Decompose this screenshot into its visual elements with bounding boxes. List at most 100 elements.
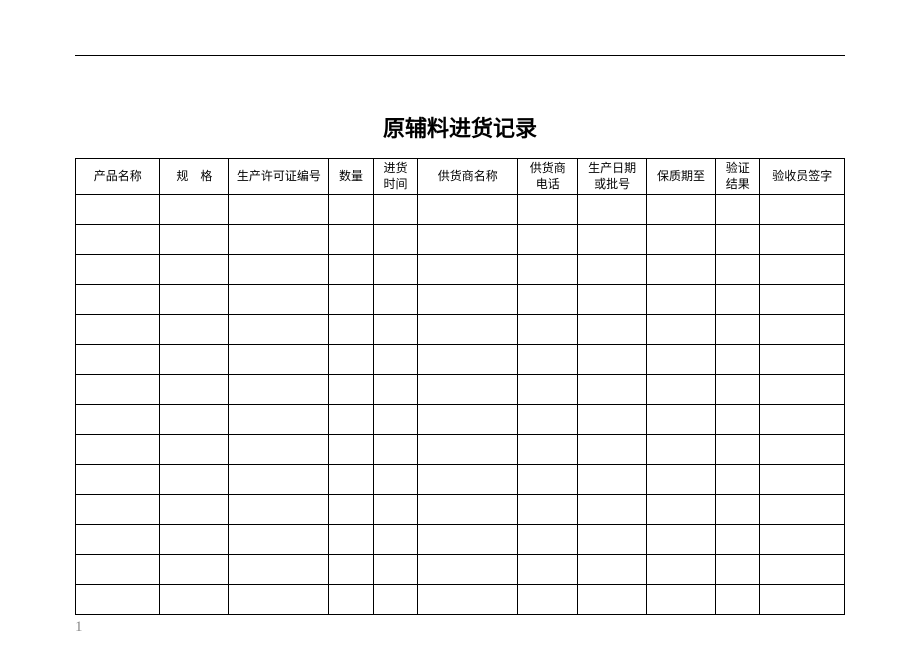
table-cell bbox=[716, 585, 760, 615]
table-cell bbox=[373, 555, 417, 585]
table-cell bbox=[716, 375, 760, 405]
column-header: 产品名称 bbox=[76, 159, 160, 195]
table-row bbox=[76, 285, 845, 315]
table-cell bbox=[160, 465, 229, 495]
table-cell bbox=[418, 345, 518, 375]
table-cell bbox=[229, 285, 329, 315]
table-cell bbox=[229, 525, 329, 555]
table-cell bbox=[518, 225, 578, 255]
table-row bbox=[76, 405, 845, 435]
table-cell bbox=[760, 375, 845, 405]
table-row bbox=[76, 225, 845, 255]
table-cell bbox=[518, 585, 578, 615]
table-cell bbox=[716, 225, 760, 255]
table-cell bbox=[229, 195, 329, 225]
table-cell bbox=[578, 495, 647, 525]
table-cell bbox=[518, 315, 578, 345]
table-cell bbox=[160, 255, 229, 285]
table-row bbox=[76, 345, 845, 375]
table-cell bbox=[578, 375, 647, 405]
table-cell bbox=[76, 585, 160, 615]
table-row bbox=[76, 525, 845, 555]
table-cell bbox=[716, 465, 760, 495]
table-cell bbox=[76, 195, 160, 225]
table-cell bbox=[716, 285, 760, 315]
table-cell bbox=[229, 255, 329, 285]
table-cell bbox=[373, 405, 417, 435]
table-row bbox=[76, 465, 845, 495]
table-cell bbox=[160, 225, 229, 255]
table-cell bbox=[578, 345, 647, 375]
table-cell bbox=[760, 315, 845, 345]
table-cell bbox=[373, 315, 417, 345]
table-cell bbox=[229, 435, 329, 465]
table-cell bbox=[716, 525, 760, 555]
table-cell bbox=[329, 435, 373, 465]
table-cell bbox=[229, 495, 329, 525]
table-cell bbox=[418, 585, 518, 615]
table-cell bbox=[329, 255, 373, 285]
table-cell bbox=[373, 375, 417, 405]
table-row bbox=[76, 255, 845, 285]
table-cell bbox=[418, 525, 518, 555]
table-cell bbox=[76, 495, 160, 525]
table-cell bbox=[578, 525, 647, 555]
table-header-row: 产品名称规 格生产许可证编号数量进货时间供货商名称供货商电话生产日期或批号保质期… bbox=[76, 159, 845, 195]
table-cell bbox=[329, 495, 373, 525]
table-cell bbox=[647, 465, 716, 495]
table-cell bbox=[518, 405, 578, 435]
column-header: 供货商电话 bbox=[518, 159, 578, 195]
table-cell bbox=[229, 315, 329, 345]
table-cell bbox=[418, 555, 518, 585]
table-cell bbox=[518, 195, 578, 225]
table-cell bbox=[373, 345, 417, 375]
table-cell bbox=[329, 315, 373, 345]
table-row bbox=[76, 435, 845, 465]
column-header: 进货时间 bbox=[373, 159, 417, 195]
table-row bbox=[76, 315, 845, 345]
table-cell bbox=[418, 255, 518, 285]
table-cell bbox=[418, 495, 518, 525]
table-cell bbox=[647, 255, 716, 285]
table-cell bbox=[76, 525, 160, 555]
column-header: 生产日期或批号 bbox=[578, 159, 647, 195]
table-cell bbox=[160, 315, 229, 345]
table-cell bbox=[760, 225, 845, 255]
table-cell bbox=[578, 585, 647, 615]
table-cell bbox=[716, 345, 760, 375]
table-cell bbox=[760, 345, 845, 375]
table-cell bbox=[418, 405, 518, 435]
table-cell bbox=[373, 195, 417, 225]
table-cell bbox=[760, 525, 845, 555]
table-cell bbox=[716, 195, 760, 225]
table-cell bbox=[160, 495, 229, 525]
table-cell bbox=[373, 285, 417, 315]
table-cell bbox=[76, 555, 160, 585]
table-cell bbox=[760, 195, 845, 225]
table-cell bbox=[518, 435, 578, 465]
table-cell bbox=[160, 195, 229, 225]
table-cell bbox=[373, 465, 417, 495]
table-cell bbox=[418, 465, 518, 495]
table-cell bbox=[716, 405, 760, 435]
table-cell bbox=[160, 435, 229, 465]
record-table: 产品名称规 格生产许可证编号数量进货时间供货商名称供货商电话生产日期或批号保质期… bbox=[75, 158, 845, 615]
table-cell bbox=[76, 465, 160, 495]
table-cell bbox=[373, 435, 417, 465]
table-cell bbox=[716, 495, 760, 525]
table-cell bbox=[418, 285, 518, 315]
table-cell bbox=[518, 255, 578, 285]
table-cell bbox=[578, 555, 647, 585]
column-header: 验收员签字 bbox=[760, 159, 845, 195]
column-header: 保质期至 bbox=[647, 159, 716, 195]
table-cell bbox=[518, 345, 578, 375]
table-cell bbox=[418, 375, 518, 405]
table-cell bbox=[760, 405, 845, 435]
table-cell bbox=[760, 495, 845, 525]
table-cell bbox=[373, 495, 417, 525]
table-cell bbox=[229, 405, 329, 435]
table-cell bbox=[329, 525, 373, 555]
table-cell bbox=[329, 465, 373, 495]
column-header: 验证结果 bbox=[716, 159, 760, 195]
table-cell bbox=[518, 465, 578, 495]
